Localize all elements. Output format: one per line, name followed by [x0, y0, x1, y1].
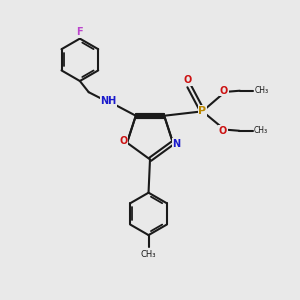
Text: O: O — [119, 136, 128, 146]
Text: P: P — [198, 106, 206, 116]
Text: O: O — [220, 86, 228, 96]
Text: N: N — [172, 139, 181, 149]
Text: CH₃: CH₃ — [141, 250, 156, 259]
Text: F: F — [76, 27, 83, 37]
Text: NH: NH — [100, 96, 116, 106]
Text: O: O — [184, 75, 192, 85]
Text: CH₃: CH₃ — [255, 86, 269, 95]
Text: CH₃: CH₃ — [254, 126, 268, 135]
Text: O: O — [219, 126, 227, 136]
